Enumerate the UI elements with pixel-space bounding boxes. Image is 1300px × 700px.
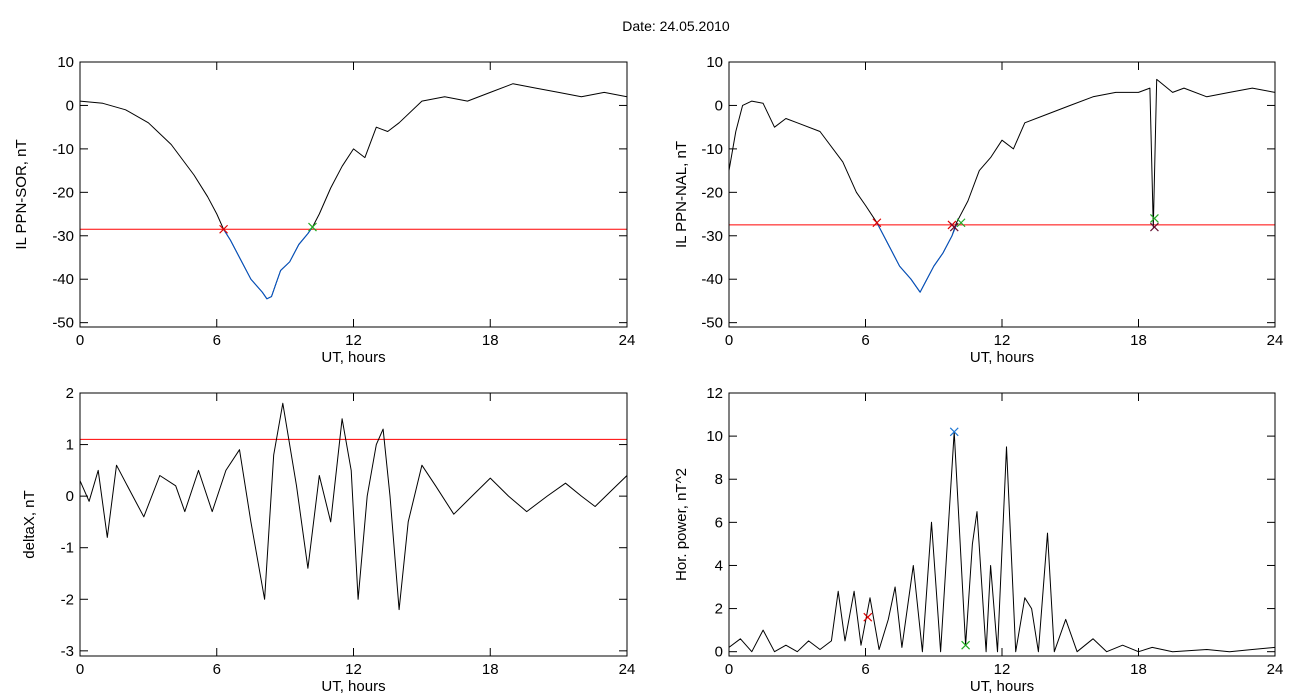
x-tick-label: 0 bbox=[725, 661, 733, 678]
cross-marker bbox=[961, 640, 971, 650]
x-tick-label: 12 bbox=[994, 661, 1011, 678]
y-tick-label: -10 bbox=[701, 141, 723, 158]
y-tick-label: -10 bbox=[52, 141, 74, 158]
y-tick-label: -20 bbox=[701, 184, 723, 201]
y-tick-label: 6 bbox=[715, 514, 723, 531]
x-tick-label: 18 bbox=[1130, 661, 1147, 678]
x-axis-label: UT, hours bbox=[970, 349, 1034, 366]
x-tick-label: 24 bbox=[619, 332, 636, 349]
plot-area bbox=[80, 402, 627, 611]
x-tick-label: 24 bbox=[1267, 661, 1284, 678]
y-tick-label: -2 bbox=[61, 591, 74, 608]
y-tick-label: 2 bbox=[715, 601, 723, 618]
plot-frame bbox=[79, 392, 628, 657]
data-series-line bbox=[80, 402, 627, 611]
y-tick-label: 10 bbox=[57, 54, 74, 71]
y-tick-label: 10 bbox=[706, 54, 723, 71]
y-tick-label: 0 bbox=[66, 97, 74, 114]
data-series-line bbox=[729, 431, 1275, 653]
y-tick-label: 0 bbox=[715, 97, 723, 114]
y-tick-label: 12 bbox=[706, 385, 723, 402]
x-tick-label: 18 bbox=[1130, 332, 1147, 349]
y-tick-label: -50 bbox=[52, 315, 74, 332]
cross-marker bbox=[308, 222, 317, 232]
cross-marker bbox=[872, 218, 882, 228]
y-tick-label: 1 bbox=[66, 437, 74, 454]
x-tick-label: 18 bbox=[482, 332, 499, 349]
x-axis-label: UT, hours bbox=[970, 678, 1034, 695]
plot-area bbox=[80, 83, 627, 300]
y-axis-label: Hor. power, nT^2 bbox=[673, 468, 690, 581]
y-tick-label: -40 bbox=[701, 271, 723, 288]
panel-il-ppn-sor: 0 6 12 18 24 10 0 -10 -20 -30 -40 -50 UT, hours IL PP… bbox=[13, 54, 635, 366]
x-tick-label: 6 bbox=[213, 332, 221, 349]
cross-marker bbox=[219, 224, 229, 234]
plot-area bbox=[729, 431, 1275, 653]
cross-marker bbox=[863, 612, 873, 622]
x-axis-label: UT, hours bbox=[321, 678, 385, 695]
plot-frame bbox=[728, 392, 1276, 657]
x-tick-label: 24 bbox=[619, 661, 636, 678]
y-axis-label: IL PPN-SOR, nT bbox=[13, 139, 30, 249]
y-tick-label: 2 bbox=[66, 385, 74, 402]
x-tick-label: 18 bbox=[482, 661, 499, 678]
x-axis-label: UT, hours bbox=[321, 349, 385, 366]
x-tick-label: 0 bbox=[76, 661, 84, 678]
data-series-line bbox=[729, 78, 1275, 293]
x-tick-label: 6 bbox=[213, 661, 221, 678]
y-tick-label: 0 bbox=[66, 488, 74, 505]
highlight-segment-line bbox=[223, 226, 313, 300]
cross-marker bbox=[1150, 222, 1159, 232]
y-tick-label: -20 bbox=[52, 184, 74, 201]
cross-marker bbox=[1150, 213, 1159, 223]
panel-il-ppn-nal: 0 6 12 18 24 10 0 -10 -20 -30 -40 -50 UT, hours IL PP… bbox=[673, 54, 1283, 366]
y-tick-label: -40 bbox=[52, 271, 74, 288]
x-tick-label: 12 bbox=[345, 332, 362, 349]
y-tick-label: -30 bbox=[701, 228, 723, 245]
cross-marker bbox=[956, 218, 966, 228]
plot-frame bbox=[728, 61, 1276, 328]
cross-marker bbox=[949, 427, 959, 437]
x-tick-label: 12 bbox=[994, 332, 1011, 349]
x-tick-label: 0 bbox=[76, 332, 84, 349]
plot-area bbox=[729, 78, 1275, 293]
y-tick-label: 8 bbox=[715, 471, 723, 488]
y-tick-label: 10 bbox=[706, 428, 723, 445]
panel-deltax: 0 6 12 18 24 2 1 0 -1 -2 -3 UT, hours deltaX, nT bbox=[21, 385, 635, 695]
y-axis-label: deltaX, nT bbox=[21, 490, 38, 558]
data-series-line bbox=[80, 83, 627, 300]
x-tick-label: 6 bbox=[861, 661, 869, 678]
y-tick-label: 0 bbox=[715, 644, 723, 661]
figure-title: Date: 24.05.2010 bbox=[622, 18, 730, 34]
y-tick-label: -30 bbox=[52, 228, 74, 245]
x-tick-label: 0 bbox=[725, 332, 733, 349]
y-tick-label: -3 bbox=[61, 643, 74, 660]
y-tick-label: 4 bbox=[715, 557, 723, 574]
x-tick-label: 6 bbox=[861, 332, 869, 349]
y-axis-label: IL PPN-NAL, nT bbox=[673, 141, 690, 248]
y-tick-label: -1 bbox=[61, 540, 74, 557]
highlight-segment-line bbox=[876, 222, 957, 293]
y-tick-label: -50 bbox=[701, 315, 723, 332]
x-tick-label: 12 bbox=[345, 661, 362, 678]
cross-marker bbox=[949, 222, 959, 232]
x-tick-label: 24 bbox=[1267, 332, 1284, 349]
plot-frame bbox=[79, 61, 628, 328]
